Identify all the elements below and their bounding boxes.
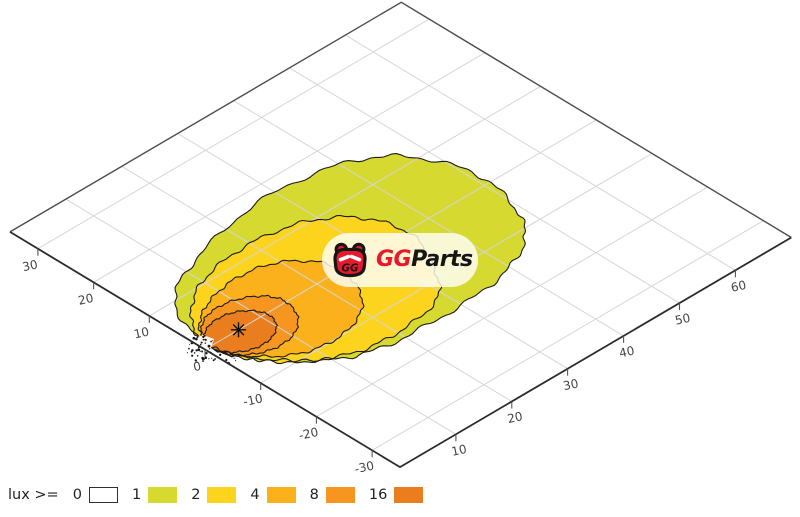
grid-line-distance: [345, 34, 736, 271]
legend-item-value: 16: [368, 487, 388, 503]
legend-item-value: 8: [309, 487, 319, 503]
legend-items: 0 1 2 4 8 16: [59, 487, 424, 503]
grid-line-lateral: [93, 52, 486, 283]
lateral-tick-label: -30: [353, 459, 375, 477]
lateral-tick-label: 0: [192, 359, 202, 374]
watermark-text: GGParts: [376, 249, 473, 271]
legend-item-value: 0: [72, 487, 82, 503]
lateral-tick-label: -20: [298, 425, 320, 443]
legend-item-swatch: [266, 487, 296, 503]
grid-line-distance: [65, 198, 457, 435]
origin-noise-dots: [186, 334, 237, 365]
contour-line-8lux: [200, 294, 300, 357]
legend-item-value: 4: [250, 487, 260, 503]
distance-tick-label: 40: [618, 344, 636, 361]
legend: lux >= 0 1 2 4 8 16: [8, 484, 424, 506]
legend-item-value: 2: [191, 487, 201, 503]
watermark: GG GGParts: [322, 233, 478, 287]
plot-border-top: [9, 1, 792, 239]
grid-line-distance: [233, 100, 624, 337]
grid-line-lateral: [371, 220, 764, 451]
lateral-tick-label: 10: [133, 325, 151, 342]
bug-brow: [338, 254, 362, 261]
distance-tick-label: 50: [674, 311, 692, 328]
legend-item-swatch: [148, 487, 178, 503]
legend-title: lux >=: [8, 487, 59, 503]
grid-line-lateral: [149, 85, 541, 317]
legend-item-swatch: [207, 487, 237, 503]
lateral-tick-label: 20: [77, 291, 95, 308]
legend-item-swatch: [394, 487, 424, 503]
ggparts-bug-icon: GG: [333, 242, 367, 277]
grid-line-distance: [121, 165, 513, 402]
brand-gg: GG: [376, 247, 412, 272]
distance-tick-label: 10: [450, 442, 468, 459]
grid-line-lateral: [316, 186, 708, 418]
brand-parts: Parts: [411, 247, 473, 272]
grid-line-lateral: [37, 18, 430, 250]
legend-item-swatch: [325, 487, 355, 503]
contour-line-16lux: [202, 309, 279, 354]
axis-ticks: [37, 248, 736, 458]
legend-item-swatch: [88, 487, 118, 503]
bug-face-text: GG: [342, 262, 359, 274]
legend-item-value: 1: [131, 487, 142, 503]
axis-lines: [9, 231, 792, 469]
distance-tick-label: 60: [730, 278, 748, 295]
distance-tick-label: 30: [562, 376, 580, 393]
grid-line-distance: [289, 67, 680, 304]
axis-tick-labels: 30 20 10 0 -10 -20 -30 10 20 30 40 50 60: [21, 257, 747, 476]
distance-tick-label: 20: [506, 409, 524, 426]
lateral-tick-label: 30: [21, 257, 39, 274]
lateral-tick-label: -10: [242, 391, 264, 409]
hotspot-marker: [230, 322, 247, 338]
